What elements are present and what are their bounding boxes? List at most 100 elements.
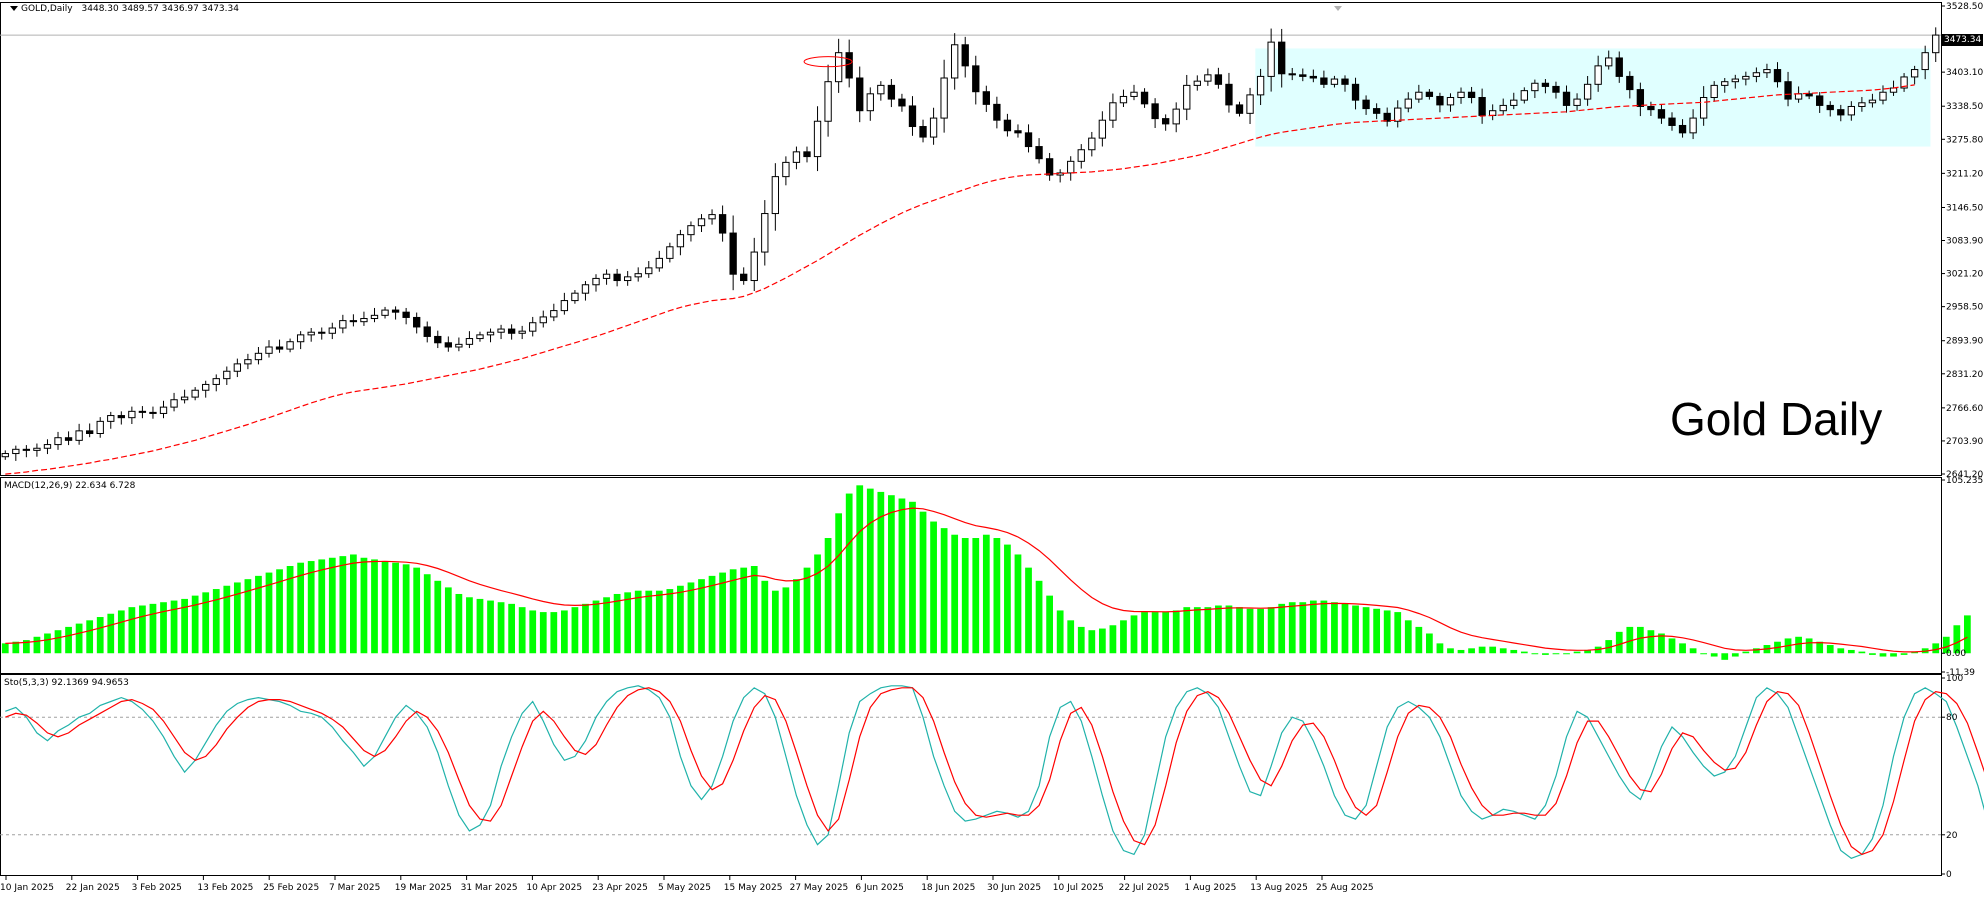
time-axis-tick-label: 6 Jun 2025: [855, 883, 903, 893]
macd-histogram-bar: [392, 562, 399, 654]
price-axis-tick-label: 3403.10: [1946, 68, 1983, 78]
macd-histogram-bar: [1426, 633, 1433, 654]
candle-body: [592, 277, 600, 286]
macd-histogram-bar: [1288, 602, 1296, 654]
candle-body: [676, 234, 685, 248]
macd-histogram-bar: [170, 600, 178, 654]
macd-histogram-bar: [434, 580, 442, 654]
macd-histogram-bar: [909, 501, 916, 654]
stochastic-axis-tick-label: 20: [1946, 831, 1958, 841]
candle-body: [12, 448, 20, 455]
macd-histogram-bar: [1700, 653, 1708, 655]
macd-histogram-bar: [1141, 612, 1148, 654]
macd-histogram-bar: [255, 575, 262, 654]
macd-histogram-bar: [1151, 612, 1159, 654]
macd-histogram-bar: [33, 636, 41, 654]
candle-body: [138, 410, 147, 413]
candle-body: [1721, 81, 1729, 86]
macd-pane-frame: [0, 477, 1942, 674]
macd-histogram-bar: [191, 595, 199, 654]
candle-body: [223, 370, 231, 380]
candle-body: [1045, 158, 1054, 176]
candle-body: [1816, 95, 1824, 106]
candle-body: [1615, 57, 1623, 77]
macd-histogram-bar: [1309, 600, 1317, 654]
candle-body: [1805, 93, 1813, 97]
macd-histogram-bar: [571, 607, 579, 654]
candle-body: [771, 176, 780, 215]
candle-body: [1172, 108, 1180, 125]
time-axis-tick-label: 1 Aug 2025: [1184, 883, 1236, 893]
macd-histogram-bar: [1067, 620, 1075, 654]
macd-histogram-bar: [698, 579, 705, 654]
price-axis-tick-label: 2893.90: [1946, 337, 1983, 347]
time-axis-tick-label: 15 May 2025: [724, 883, 783, 893]
candle-body: [1889, 87, 1898, 93]
candle-body: [1267, 41, 1275, 77]
macd-histogram-bar: [1584, 649, 1591, 654]
time-axis-tick-label: 10 Jan 2025: [0, 883, 54, 893]
candle-body: [1467, 91, 1476, 99]
candle-body: [1204, 74, 1212, 82]
candle-body: [982, 91, 990, 105]
macd-histogram-bar: [1204, 607, 1212, 654]
candle-body: [1341, 78, 1349, 85]
candle-body: [1541, 82, 1550, 87]
candle-body: [1900, 76, 1908, 89]
macd-histogram-bar: [328, 557, 336, 654]
macd-histogram-bar: [761, 580, 769, 654]
candle-body: [476, 334, 484, 340]
candle-body: [1710, 84, 1718, 99]
macd-histogram-bar: [1963, 615, 1971, 654]
macd-histogram-bar: [1489, 646, 1497, 654]
macd-histogram-bar: [888, 495, 895, 654]
candle-body: [1921, 52, 1929, 71]
macd-histogram-bar: [22, 640, 30, 654]
stochastic-d-line: [5, 687, 1984, 856]
macd-histogram-bar: [339, 556, 347, 654]
candle-body: [381, 309, 389, 316]
candle-body: [898, 98, 906, 107]
candle-body: [54, 437, 62, 446]
macd-histogram-bar: [1826, 645, 1834, 654]
candle-body: [1489, 110, 1497, 116]
macd-histogram-bar: [1383, 610, 1391, 654]
candle-body: [1499, 104, 1507, 112]
macd-histogram-bar: [1193, 607, 1201, 654]
high-marker-ellipse: [803, 56, 853, 68]
candle-body: [107, 415, 115, 422]
macd-histogram-bar: [835, 513, 843, 654]
collapse-triangle-icon[interactable]: [10, 6, 18, 11]
candle-body: [919, 126, 927, 138]
macd-histogram-bar: [719, 572, 726, 654]
candle-body: [1024, 132, 1033, 148]
macd-histogram-bar: [508, 603, 515, 654]
candle-body: [96, 420, 104, 434]
moving-average-line: [5, 84, 1915, 475]
macd-histogram-bar: [1352, 605, 1359, 654]
candle-body: [1309, 75, 1318, 79]
candle-body: [1752, 72, 1761, 77]
macd-histogram-bar: [1932, 643, 1940, 654]
time-axis-tick-label: 7 Mar 2025: [329, 883, 380, 893]
macd-histogram-bar: [1689, 648, 1697, 654]
macd-histogram-bar: [1035, 580, 1043, 654]
macd-histogram-bar: [1404, 620, 1412, 654]
candle-body: [1763, 69, 1771, 74]
candle-body: [1193, 80, 1201, 86]
candle-body: [244, 359, 252, 365]
candle-body: [328, 327, 336, 334]
macd-histogram-bar: [1668, 638, 1676, 654]
time-axis-tick-label: 25 Aug 2025: [1316, 883, 1374, 893]
candle-body: [634, 273, 642, 278]
macd-histogram-bar: [592, 600, 600, 654]
macd-histogram-bar: [1056, 610, 1064, 654]
macd-histogram-bar: [1679, 643, 1686, 654]
macd-histogram-bar: [1341, 603, 1349, 654]
candle-body: [1425, 91, 1434, 97]
macd-histogram-bar: [1004, 544, 1011, 654]
candle-body: [750, 251, 758, 282]
candle-body: [1552, 85, 1560, 93]
candle-body: [497, 328, 505, 333]
candle-body: [1151, 103, 1159, 120]
